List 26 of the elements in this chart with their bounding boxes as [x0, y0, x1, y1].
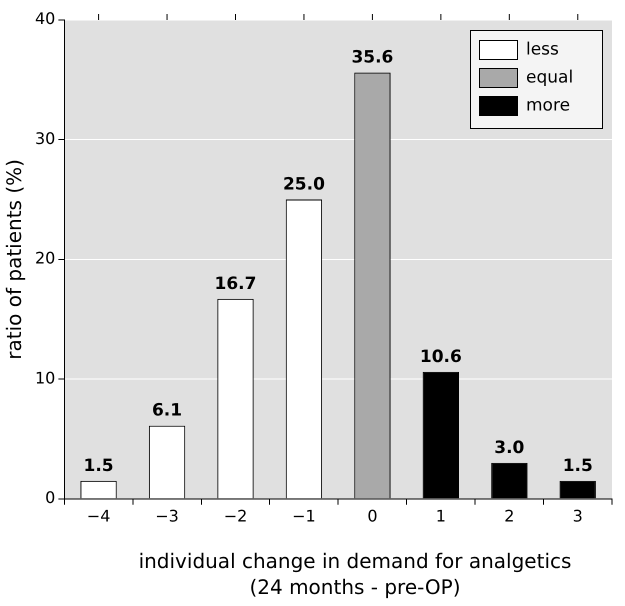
data-label: 35.6: [351, 48, 394, 68]
x-tick-label: −3: [155, 506, 179, 526]
legend-label: equal: [526, 67, 574, 88]
x-axis-title: individual change in demand for analgetics (24 months - pre-OP): [138, 548, 572, 600]
y-tick-label: 20: [35, 248, 56, 268]
x-tick-label: 3: [572, 506, 583, 526]
x-tick-label: 2: [504, 506, 514, 526]
data-label: 3.0: [494, 438, 525, 458]
y-tick-label: 0: [45, 488, 56, 507]
x-tick-label: 0: [367, 506, 378, 526]
y-tick-label: 40: [35, 9, 56, 28]
data-label: 16.7: [214, 274, 256, 294]
x-tick-label: −2: [224, 506, 248, 526]
data-label: 1.5: [562, 456, 593, 476]
y-axis-title: ratio of patients (%): [2, 159, 26, 360]
x-tick-label: −4: [86, 506, 110, 526]
data-label: 10.6: [420, 346, 462, 367]
data-label: 1.5: [84, 456, 114, 476]
legend-label: more: [526, 95, 570, 116]
y-tick-label: 10: [35, 368, 56, 388]
legend-label: less: [526, 39, 560, 60]
x-tick-label: −1: [292, 506, 316, 526]
x-tick-label: 1: [436, 506, 446, 526]
y-tick-label: 30: [35, 128, 56, 148]
data-label: 25.0: [282, 174, 326, 194]
data-label: 6.1: [152, 400, 182, 421]
